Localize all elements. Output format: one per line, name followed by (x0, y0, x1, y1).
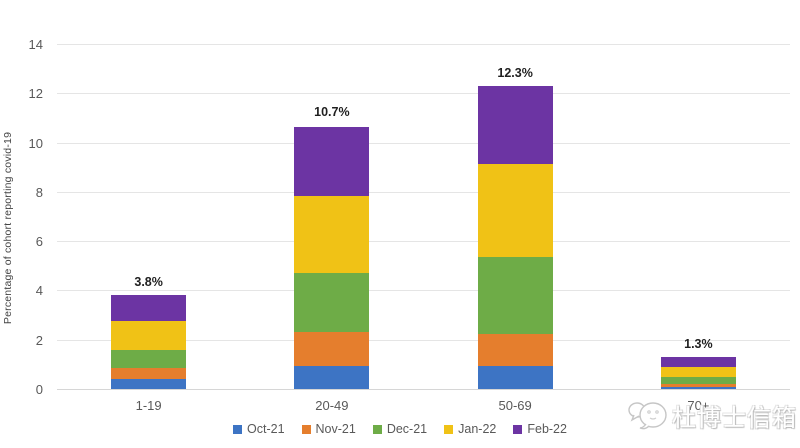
legend-item-nov-21: Nov-21 (301, 422, 356, 436)
legend-swatch (372, 424, 382, 434)
bar-total-label: 3.8% (134, 275, 163, 290)
x-category-label: 1-19 (135, 398, 162, 413)
bar-segment-jan-22 (111, 321, 187, 350)
x-axis-line (57, 389, 790, 390)
grid-line (57, 241, 790, 242)
bar-segment-oct-21 (660, 386, 736, 389)
grid-line (57, 290, 790, 291)
y-tick-label: 8 (35, 184, 43, 200)
bar-segment-oct-21 (477, 365, 553, 389)
bar-segment-jan-22 (660, 366, 736, 377)
bar-segment-nov-21 (294, 332, 370, 366)
legend-item-feb-22: Feb-22 (513, 422, 567, 436)
legend-swatch (513, 424, 523, 434)
legend-swatch (444, 424, 454, 434)
bar-segment-dec-21 (660, 376, 736, 385)
bar-segment-jan-22 (294, 195, 370, 274)
bar-total-label: 1.3% (684, 336, 713, 351)
y-tick-label: 4 (35, 283, 43, 299)
bar-segment-nov-21 (477, 333, 553, 366)
legend-item-jan-22: Jan-22 (444, 422, 496, 436)
x-category-label: 50-69 (498, 398, 532, 413)
y-tick-label: 12 (28, 86, 43, 102)
legend-label: Feb-22 (527, 422, 567, 436)
bar-segment-oct-21 (294, 365, 370, 389)
bar-segment-oct-21 (111, 379, 187, 389)
bar-segment-dec-21 (477, 257, 553, 334)
legend-label: Nov-21 (315, 422, 356, 436)
chart-legend: Oct-21 Nov-21 Dec-21 Jan-22 Feb-22 (0, 422, 800, 436)
grid-line (57, 192, 790, 193)
grid-line (57, 143, 790, 144)
bar-segment-nov-21 (111, 368, 187, 380)
bar-segment-jan-22 (477, 163, 553, 258)
y-tick-label: 2 (35, 332, 43, 348)
bar-segment-feb-22 (294, 126, 370, 196)
legend-swatch (301, 424, 311, 434)
bar-total-label: 10.7% (314, 105, 350, 120)
y-tick-label: 10 (28, 135, 43, 151)
bar-segment-dec-21 (111, 349, 187, 369)
bar-segment-nov-21 (660, 384, 736, 387)
bar-segment-feb-22 (660, 356, 736, 367)
y-tick-label: 6 (35, 234, 43, 250)
y-tick-label: 14 (28, 37, 43, 52)
bar-segment-feb-22 (111, 295, 187, 322)
legend-item-oct-21: Oct-21 (233, 422, 285, 436)
grid-line (57, 93, 790, 94)
grid-line (57, 44, 790, 45)
bar-segment-feb-22 (477, 85, 553, 164)
legend-label: Oct-21 (247, 422, 285, 436)
x-category-label: 20-49 (315, 398, 349, 413)
legend-label: Jan-22 (458, 422, 497, 436)
x-category-label: 70+ (687, 398, 710, 413)
legend-label: Dec-21 (386, 422, 428, 436)
legend-item-dec-21: Dec-21 (372, 422, 428, 436)
bar-segment-dec-21 (294, 273, 370, 333)
y-tick-label: 0 (35, 382, 43, 397)
bar-total-label: 12.3% (497, 65, 533, 80)
grid-line (57, 340, 790, 341)
legend-swatch (233, 424, 243, 434)
